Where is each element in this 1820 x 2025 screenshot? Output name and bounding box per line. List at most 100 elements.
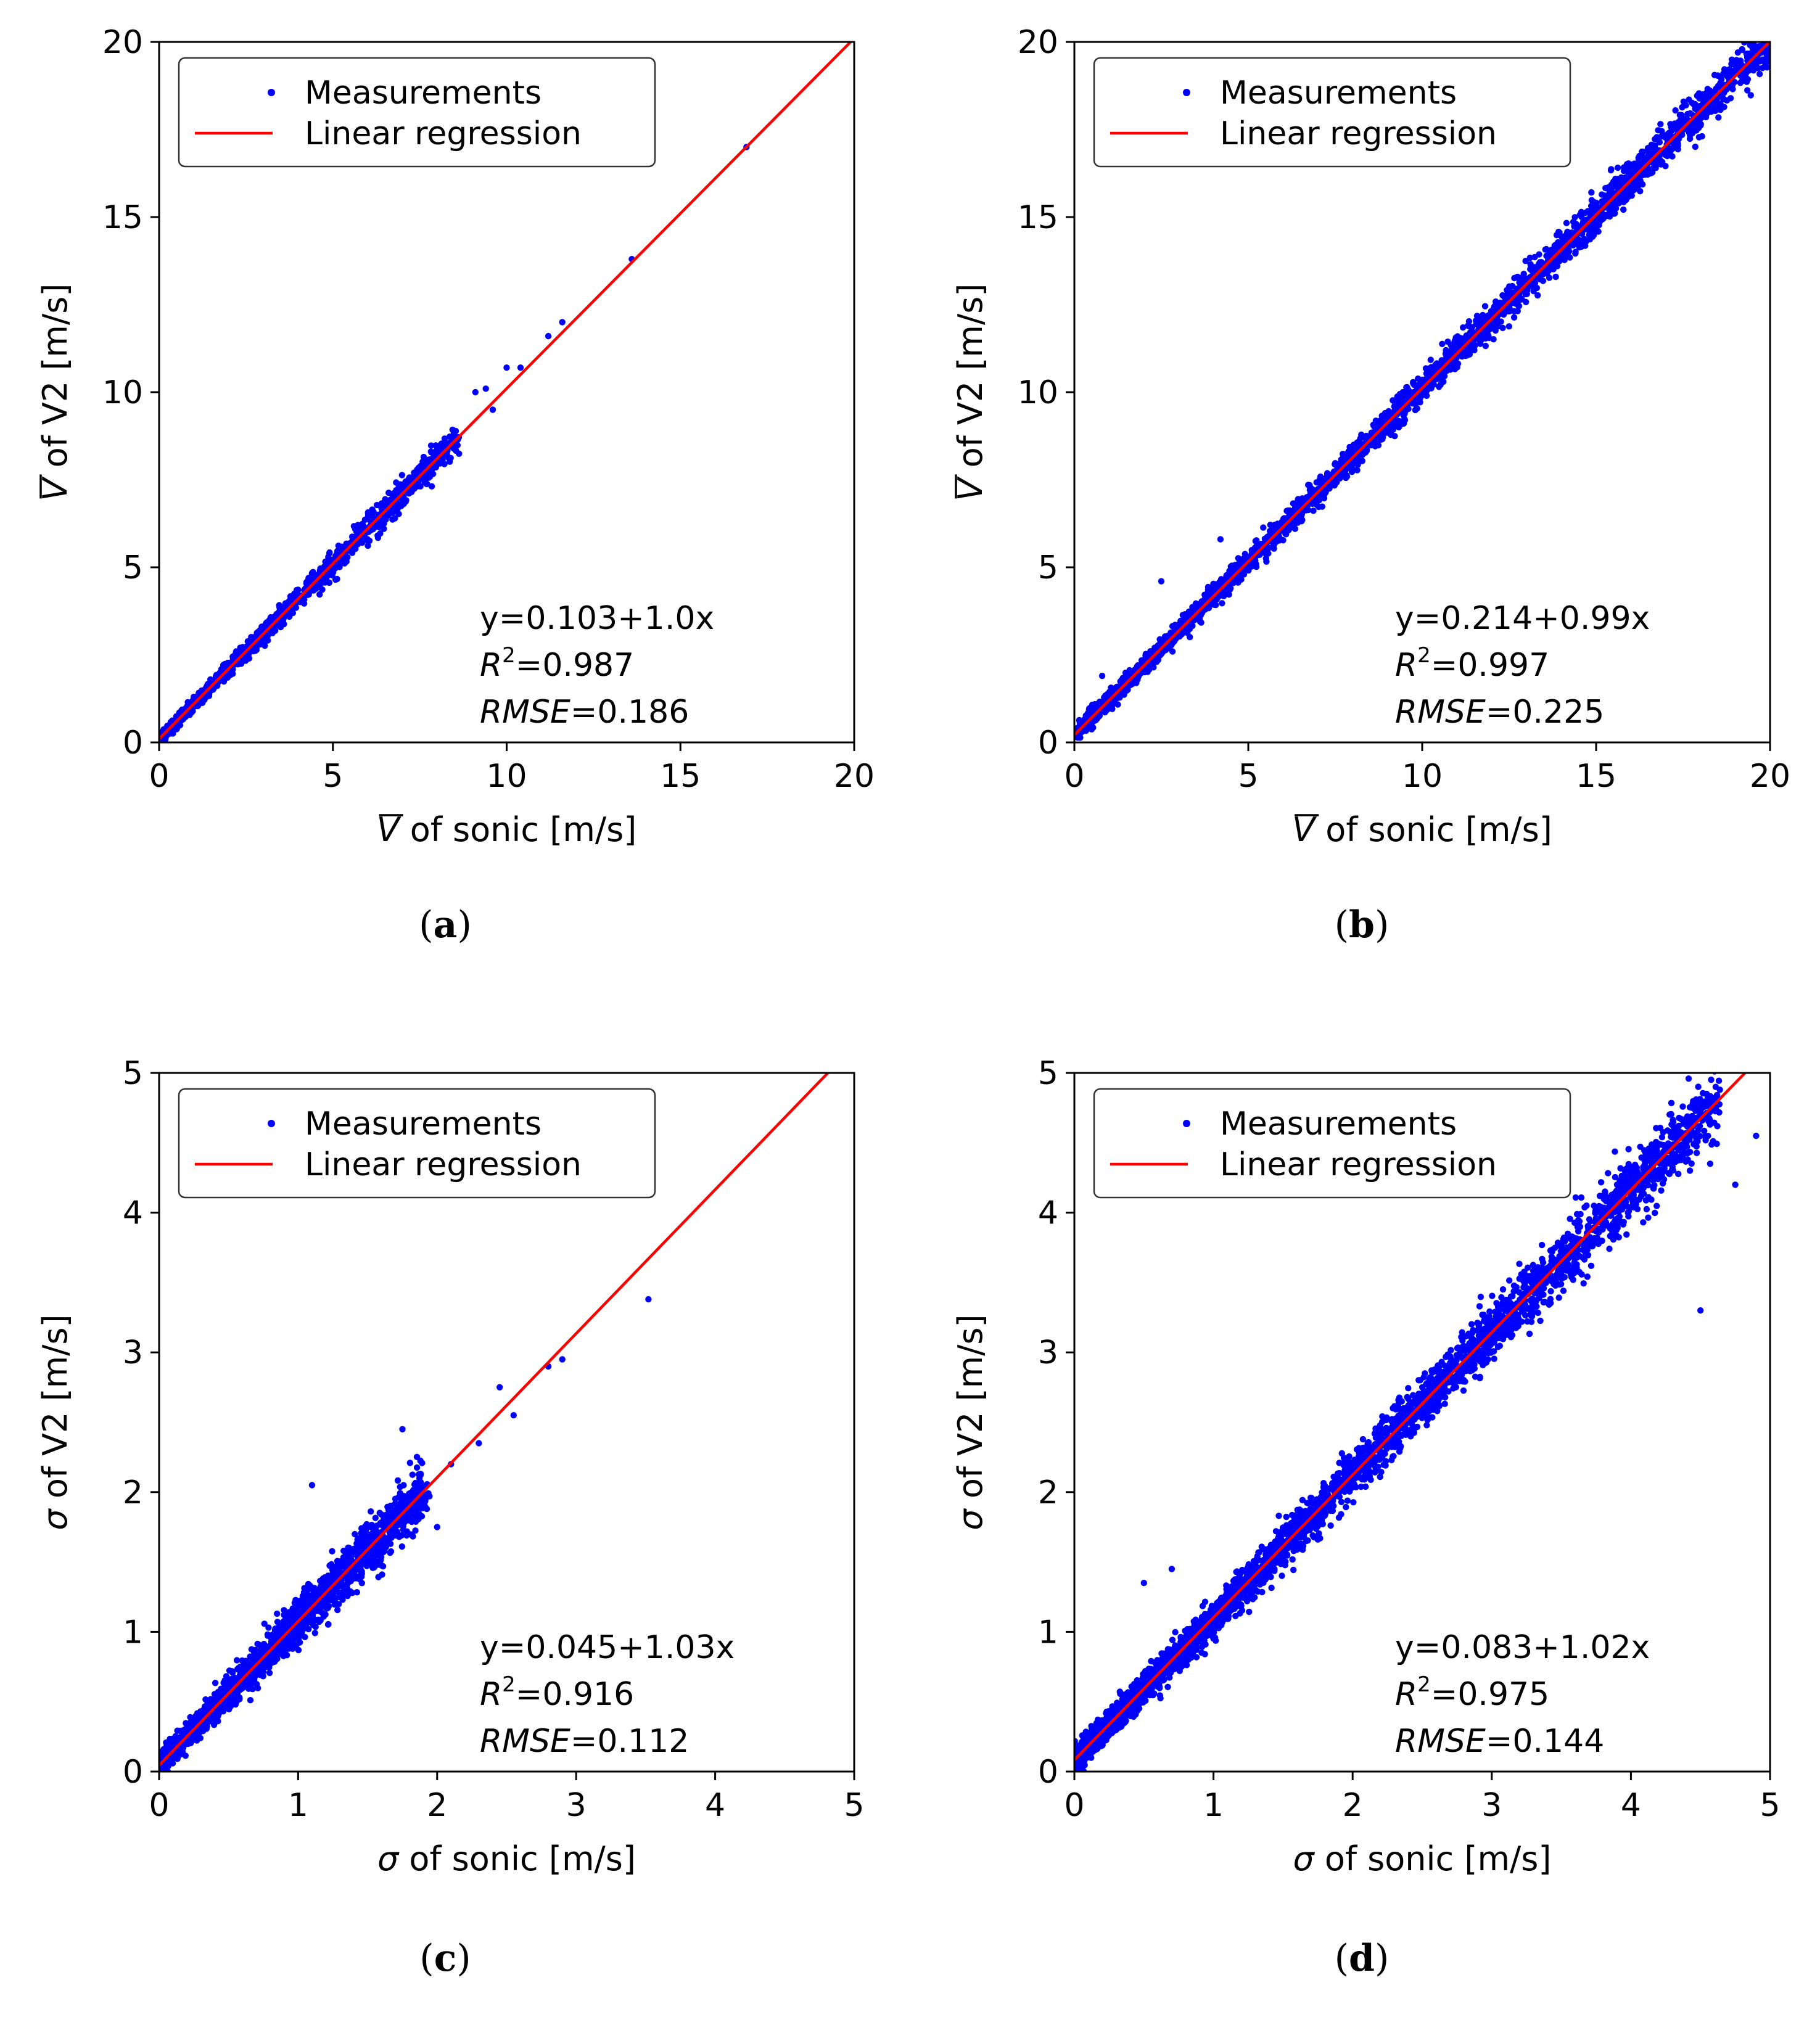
data-point	[1127, 681, 1134, 688]
data-point	[389, 509, 397, 516]
data-point	[1563, 220, 1570, 226]
data-point	[1608, 166, 1615, 173]
y-tick-label: 5	[123, 549, 143, 586]
data-point	[316, 591, 323, 598]
data-point	[1348, 444, 1355, 451]
y-axis-text: of V2 [m/s]	[951, 284, 990, 468]
data-point	[1766, 23, 1773, 30]
data-point	[1689, 125, 1696, 133]
data-point	[1523, 298, 1530, 305]
data-point	[1768, 31, 1774, 37]
data-point	[1377, 419, 1385, 426]
data-point	[1584, 208, 1591, 215]
data-point	[1309, 500, 1316, 507]
data-point	[1630, 169, 1637, 176]
data-point	[1721, 66, 1728, 73]
data-point	[1762, 22, 1768, 28]
data-point	[1702, 113, 1710, 121]
data-point	[1715, 114, 1722, 121]
r-squared-symbol: R	[480, 647, 502, 684]
data-point	[1252, 538, 1259, 544]
data-point	[1460, 335, 1467, 342]
data-point	[1410, 379, 1417, 385]
data-point	[1415, 375, 1422, 382]
data-point	[441, 435, 448, 442]
data-point	[1427, 356, 1434, 363]
data-point	[1222, 590, 1229, 597]
data-point	[1656, 156, 1663, 163]
data-point-outlier	[545, 332, 552, 340]
data-point	[1534, 292, 1541, 299]
data-point	[1567, 254, 1573, 261]
data-point	[382, 496, 389, 503]
data-point	[1519, 276, 1526, 282]
data-point	[1625, 160, 1632, 167]
data-point	[1572, 250, 1579, 257]
r-squared-value: =0.987	[516, 647, 634, 684]
rmse: RMSE=0.186	[480, 694, 689, 731]
data-point	[1536, 251, 1542, 258]
y-tick-label: 0	[123, 725, 143, 762]
data-point	[278, 618, 285, 625]
data-point	[1241, 551, 1249, 557]
data-point	[1696, 95, 1703, 102]
x-tick-label: 20	[1750, 758, 1790, 795]
data-point	[1771, 57, 1777, 64]
data-point	[1249, 548, 1256, 555]
data-point	[1587, 202, 1595, 210]
data-point	[1674, 141, 1681, 147]
data-point	[1769, 14, 1775, 20]
rmse: RMSE=0.225	[1395, 694, 1604, 731]
legend-box	[1093, 57, 1571, 168]
data-point	[1460, 324, 1467, 331]
data-point	[1355, 438, 1362, 445]
y-axis-symbol: V	[36, 475, 75, 501]
data-point	[1666, 145, 1673, 152]
data-point	[235, 648, 242, 655]
data-point	[1390, 397, 1396, 404]
legend-label-regression: Linear regression	[305, 115, 582, 152]
data-point	[1260, 524, 1267, 531]
data-point	[1620, 199, 1627, 205]
data-point	[1607, 210, 1613, 218]
r-squared-symbol: R	[1395, 647, 1417, 684]
y-tick-label: 10	[1018, 374, 1058, 411]
data-point	[1679, 104, 1686, 111]
data-point	[432, 442, 439, 449]
data-point	[1171, 626, 1179, 633]
data-point	[1235, 579, 1241, 586]
data-point	[414, 466, 421, 473]
r-squared: R2=0.987	[480, 643, 634, 684]
data-point	[1436, 384, 1443, 390]
data-point	[276, 602, 282, 609]
data-point	[1583, 238, 1589, 245]
data-point	[1514, 308, 1521, 314]
y-axis-label: V of V2 [m/s]	[951, 284, 990, 501]
data-point	[417, 483, 424, 490]
data-point	[261, 643, 268, 649]
x-tick-label: 0	[1064, 758, 1084, 795]
data-point	[1481, 334, 1488, 340]
data-point	[1436, 375, 1443, 382]
data-point	[1772, 47, 1778, 54]
data-point	[376, 524, 382, 531]
data-point	[1715, 83, 1721, 89]
data-point	[404, 479, 411, 487]
data-point	[1692, 143, 1699, 150]
data-point-outlier	[1217, 536, 1224, 543]
data-point	[1614, 164, 1621, 171]
data-point	[1727, 95, 1734, 102]
data-point	[1697, 122, 1704, 129]
data-point	[338, 543, 345, 550]
regression-equation: y=0.103+1.0x	[480, 600, 714, 637]
data-point	[1138, 657, 1145, 664]
data-point	[1757, 35, 1763, 41]
data-point	[409, 485, 416, 493]
data-point	[1539, 277, 1547, 284]
data-point	[1422, 365, 1430, 372]
data-point	[1655, 127, 1661, 134]
data-point	[358, 521, 366, 528]
data-point-outlier	[517, 364, 524, 371]
data-point	[370, 509, 377, 515]
